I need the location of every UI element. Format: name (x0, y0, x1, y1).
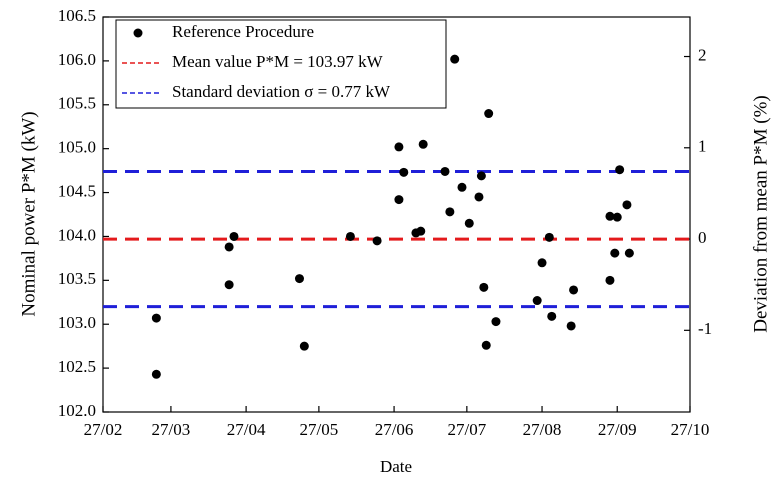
data-point (569, 285, 579, 295)
x-tick-label: 27/03 (152, 420, 191, 439)
y-tick-label: 105.0 (58, 138, 96, 157)
y-tick-label: 103.0 (58, 313, 96, 332)
x-axis-title: Date (380, 457, 412, 476)
data-point (624, 248, 634, 258)
data-point (440, 166, 450, 176)
data-point (610, 248, 620, 258)
data-point (372, 236, 382, 246)
data-point (457, 182, 467, 192)
legend-marker (133, 28, 143, 38)
y2-tick-label: 2 (698, 45, 707, 64)
data-point (615, 165, 625, 175)
data-point (394, 142, 404, 152)
data-point (399, 167, 409, 177)
data-point (537, 258, 547, 268)
data-point (612, 212, 622, 222)
y2-tick-label: -1 (698, 319, 712, 338)
x-tick-label: 27/06 (375, 420, 414, 439)
x-tick-label: 27/04 (227, 420, 266, 439)
y-tick-label: 106.0 (58, 50, 96, 69)
data-point (566, 321, 576, 331)
y-tick-label: 102.0 (58, 401, 96, 420)
data-point (532, 296, 542, 306)
data-point (299, 341, 309, 351)
x-tick-label: 27/09 (598, 420, 637, 439)
y2-tick-label: 1 (698, 137, 707, 156)
y2-axis-title: Deviation from mean P*M (%) (750, 95, 771, 332)
x-tick-label: 27/10 (671, 420, 710, 439)
y2-tick-label: 0 (698, 228, 707, 247)
data-point (622, 200, 632, 210)
legend-label: Standard deviation σ = 0.77 kW (172, 82, 391, 101)
y-tick-label: 105.5 (58, 94, 96, 113)
data-point (464, 218, 474, 228)
x-tick-label: 27/05 (300, 420, 339, 439)
y-tick-label: 102.5 (58, 357, 96, 376)
plot-frame (102, 16, 691, 413)
data-point (345, 231, 355, 241)
data-point (394, 195, 404, 205)
y-tick-label: 106.5 (58, 6, 96, 25)
data-point (294, 274, 304, 284)
data-point (484, 109, 494, 119)
data-point (229, 231, 239, 241)
y-tick-label: 104.0 (58, 225, 96, 244)
data-point (547, 311, 557, 321)
data-point (151, 369, 161, 379)
y-axis-title: Nominal power P*M (kW) (18, 111, 39, 316)
data-point (479, 282, 489, 292)
data-point (224, 280, 234, 290)
data-point (445, 207, 455, 217)
legend-box (115, 19, 447, 109)
data-point (544, 232, 554, 242)
x-tick-label: 27/02 (84, 420, 123, 439)
data-point (450, 54, 460, 64)
y-tick-label: 104.5 (58, 181, 96, 200)
data-point (491, 317, 501, 327)
legend-label: Reference Procedure (172, 22, 314, 41)
data-point (605, 275, 615, 285)
data-point (224, 242, 234, 252)
y-tick-label: 103.5 (58, 269, 96, 288)
data-point (418, 139, 428, 149)
x-tick-label: 27/07 (447, 420, 486, 439)
data-point (474, 192, 484, 202)
data-point (416, 226, 426, 236)
data-point (605, 211, 615, 221)
x-tick-label: 27/08 (523, 420, 562, 439)
data-point (481, 340, 491, 350)
data-point (476, 171, 486, 181)
data-point (151, 313, 161, 323)
legend-label: Mean value P*M = 103.97 kW (172, 52, 384, 71)
